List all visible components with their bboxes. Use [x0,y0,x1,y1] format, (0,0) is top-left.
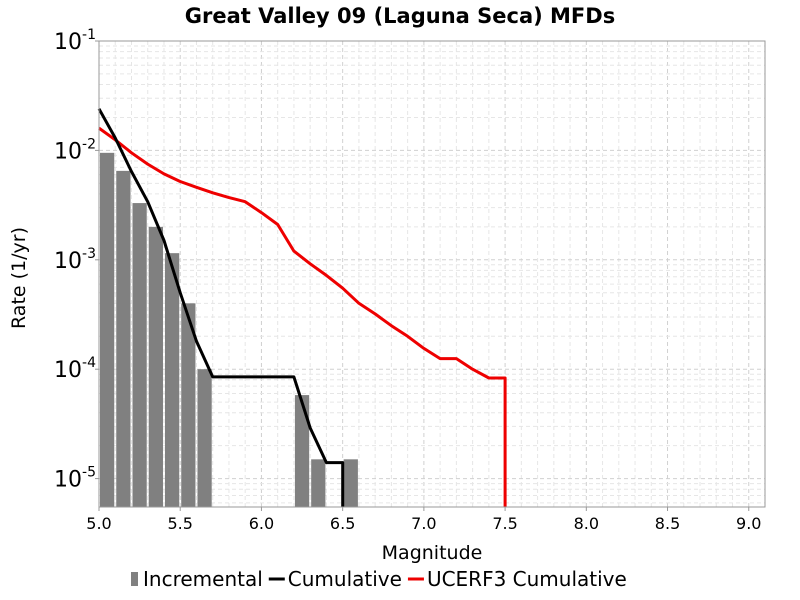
legend-label-ucerf3-cumulative: UCERF3 Cumulative [427,567,627,591]
x-tick-label: 8.0 [574,514,599,533]
x-tick-label: 5.0 [86,514,111,533]
bar-incremental [164,253,180,507]
bar-incremental [343,459,358,507]
bar-incremental [294,395,310,507]
ucerf3-cumulative-line [98,126,507,507]
y-tick-label: 10-3 [54,246,96,274]
legend-label-cumulative: Cumulative [288,567,402,591]
chart-title: Great Valley 09 (Laguna Seca) MFDs [185,4,615,28]
legend-swatch-incremental [131,572,138,586]
bar-incremental [181,303,196,507]
legend-label-incremental: Incremental [143,567,263,591]
x-axis-label: Magnitude [382,542,483,564]
plot-frame [98,40,766,508]
x-tick-label: 6.0 [249,514,274,533]
legend: Incremental Cumulative UCERF3 Cumulative [131,567,627,591]
y-tick-label: 10-2 [54,136,96,164]
bar-incremental [100,152,115,507]
y-axis-ticks: 10-5 10-4 10-3 10-2 10-1 [54,27,99,493]
x-tick-label: 7.5 [492,514,517,533]
bar-incremental [132,203,147,508]
x-tick-label: 6.5 [330,514,355,533]
y-tick-label: 10-4 [54,355,96,383]
x-tick-label: 7.0 [411,514,436,533]
x-tick-label: 9.0 [736,514,761,533]
series-lines [97,108,507,507]
x-tick-label: 5.5 [167,514,192,533]
incremental-bars [100,152,358,508]
cumulative-line [97,108,345,507]
bar-incremental [197,369,212,507]
x-axis-ticks: 5.0 5.5 6.0 6.5 7.0 7.5 8.0 8.5 9.0 [86,507,761,533]
y-tick-label: 10-5 [54,465,96,493]
y-tick-label: 10-1 [54,27,96,55]
bar-incremental [148,226,163,507]
grid [98,40,766,507]
y-axis-label: Rate (1/yr) [8,227,30,329]
bar-incremental [116,170,131,507]
bar-incremental [311,459,326,507]
x-tick-label: 8.5 [655,514,680,533]
